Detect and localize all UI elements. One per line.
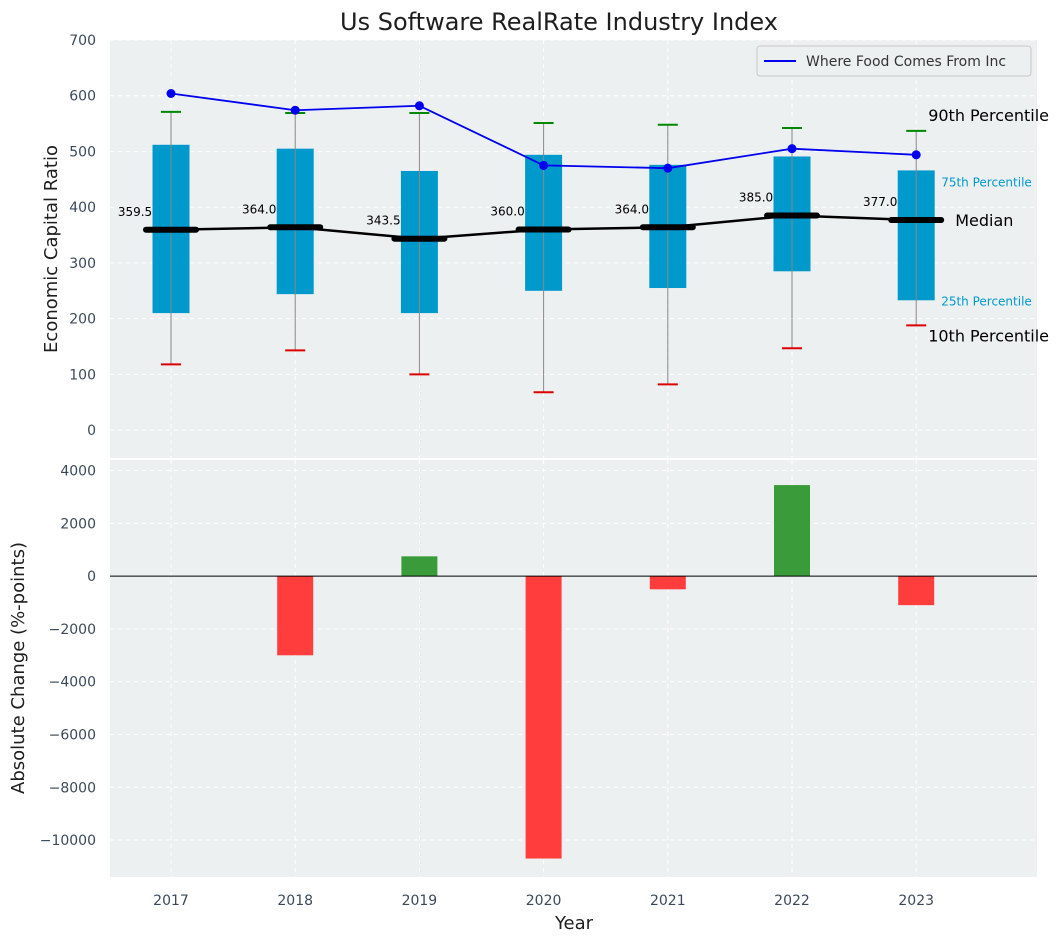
company-point bbox=[290, 105, 300, 115]
change-bar bbox=[649, 576, 686, 590]
x-tick-label: 2020 bbox=[526, 893, 562, 909]
x-ticks: 2017 2018 2019 2020 2021 2022 2023 bbox=[153, 893, 934, 909]
company-line-group bbox=[166, 89, 921, 173]
company-point bbox=[166, 89, 176, 99]
chart-title: Us Software RealRate Industry Index bbox=[340, 8, 778, 36]
company-point bbox=[787, 144, 797, 154]
top-y-tick-label: 300 bbox=[69, 256, 96, 272]
bottom-y-tick-label: −8000 bbox=[49, 780, 96, 796]
company-point bbox=[414, 101, 424, 111]
annotation-median: Median bbox=[955, 211, 1013, 230]
change-bar bbox=[774, 485, 810, 577]
top-y-tick-label: 100 bbox=[69, 367, 96, 383]
bottom-y-tick-label: −2000 bbox=[49, 622, 96, 638]
bottom-y-axis-title: Absolute Change (%-points) bbox=[8, 542, 29, 794]
bottom-y-tick-label: −10000 bbox=[40, 833, 96, 849]
change-bar bbox=[401, 556, 438, 577]
top-y-tick-label: 600 bbox=[69, 89, 96, 105]
company-point bbox=[911, 150, 921, 160]
company-point bbox=[663, 163, 673, 173]
median-value-label: 364.0 bbox=[242, 202, 276, 216]
bottom-y-tick-label: 2000 bbox=[60, 516, 96, 532]
x-tick-label: 2023 bbox=[898, 893, 934, 909]
x-tick-label: 2017 bbox=[153, 893, 189, 909]
top-y-tick-label: 700 bbox=[69, 33, 96, 49]
median-value-label: 343.5 bbox=[366, 214, 400, 228]
percentile-annotations: 90th Percentile 75th Percentile Median 25th… bbox=[928, 106, 1049, 346]
median-line-group: 359.5 364.0 343.5 360.0 364.0 385.0 377.0 bbox=[118, 191, 945, 242]
bottom-y-ticks: −10000 −8000 −6000 −4000 −2000 0 2000 4000 bbox=[40, 464, 96, 849]
top-y-axis-title: Economic Capital Ratio bbox=[41, 145, 62, 353]
top-plot-background bbox=[110, 40, 1037, 458]
annotation-25th: 25th Percentile bbox=[941, 294, 1032, 308]
median-value-label: 385.0 bbox=[739, 191, 773, 205]
bottom-y-tick-label: 0 bbox=[87, 569, 96, 585]
x-axis-title: Year bbox=[554, 913, 594, 934]
change-bar bbox=[525, 576, 562, 859]
median-value-label: 377.0 bbox=[863, 195, 897, 209]
median-value-label: 359.5 bbox=[118, 205, 152, 219]
median-value-label: 360.0 bbox=[490, 204, 524, 218]
x-tick-label: 2021 bbox=[650, 893, 686, 909]
bottom-plot-background bbox=[110, 460, 1037, 877]
x-tick-label: 2018 bbox=[277, 893, 313, 909]
top-y-tick-label: 400 bbox=[69, 200, 96, 216]
legend-box bbox=[756, 45, 1032, 77]
change-bar bbox=[898, 576, 935, 606]
change-bar bbox=[277, 576, 314, 656]
annotation-90th: 90th Percentile bbox=[928, 106, 1049, 125]
top-y-tick-label: 500 bbox=[69, 144, 96, 160]
top-y-tick-label: 0 bbox=[87, 423, 96, 439]
top-y-ticks: 0 100 200 300 400 500 600 700 bbox=[69, 33, 96, 439]
legend: Where Food Comes From Inc bbox=[756, 45, 1032, 77]
x-tick-label: 2019 bbox=[402, 893, 438, 909]
top-y-tick-label: 200 bbox=[69, 312, 96, 328]
x-tick-label: 2022 bbox=[774, 893, 810, 909]
legend-entry-label: Where Food Comes From Inc bbox=[806, 54, 1006, 70]
annotation-10th: 10th Percentile bbox=[928, 326, 1049, 345]
bottom-y-tick-label: −6000 bbox=[49, 727, 96, 743]
bottom-y-tick-label: 4000 bbox=[60, 464, 96, 480]
bar-group bbox=[110, 485, 1037, 859]
median-value-label: 364.0 bbox=[615, 202, 649, 216]
bottom-y-tick-label: −4000 bbox=[49, 675, 96, 691]
company-point bbox=[539, 160, 549, 170]
annotation-75th: 75th Percentile bbox=[941, 175, 1032, 189]
